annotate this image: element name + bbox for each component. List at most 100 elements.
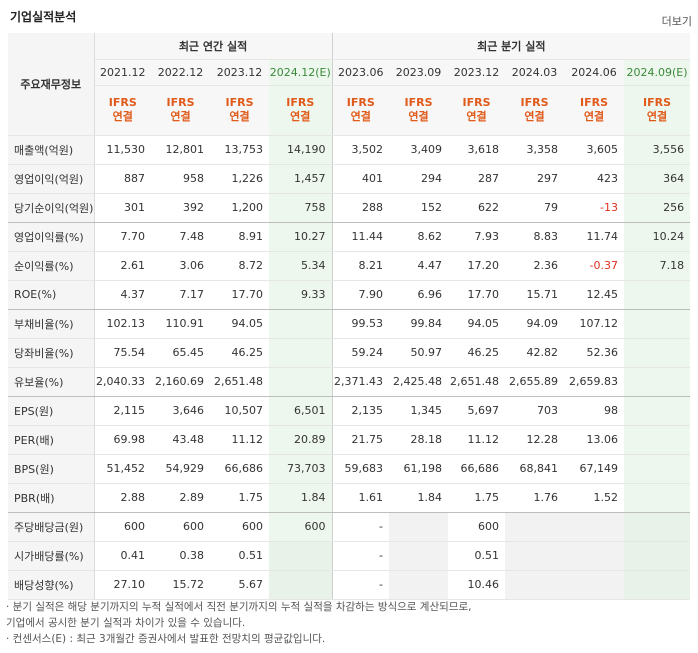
period-header: 2023.12	[210, 59, 269, 86]
table-cell: 6.96	[389, 280, 449, 310]
row-label: 배당성향(%)	[8, 570, 95, 600]
table-cell: 9.33	[269, 280, 333, 310]
table-cell	[389, 541, 449, 571]
table-cell: 297	[505, 164, 565, 194]
table-cell: 27.10	[94, 570, 151, 600]
table-cell: 51,452	[94, 454, 151, 484]
table-cell: 1.84	[269, 483, 333, 513]
section-title: 기업실적분석	[10, 10, 77, 24]
table-cell: 887	[94, 164, 151, 194]
table-cell: 107.12	[564, 309, 625, 339]
table-cell: 7.48	[151, 222, 210, 252]
table-cell	[564, 570, 625, 600]
footnote: 기업에서 공시한 분기 실적과 차이가 있을 수 있습니다.	[6, 617, 246, 629]
table-row: ROE(%) 4.37 7.17 17.70 9.33 7.90 6.96 17.70 15.7…	[8, 280, 691, 310]
table-cell: 2.61	[94, 251, 151, 281]
table-cell: 6,501	[269, 396, 333, 426]
table-cell: 43.48	[151, 425, 210, 455]
ifrs-label: IFRS	[166, 96, 195, 109]
table-cell	[624, 541, 691, 571]
table-cell: 2.88	[94, 483, 151, 513]
table-row: 순이익률(%) 2.61 3.06 8.72 5.34 8.21 4.47 17.20 2.36…	[8, 251, 691, 281]
table-cell: -	[332, 512, 390, 542]
ifrs-header: IFRS 연결	[505, 85, 565, 136]
consolidated-label: 연결	[350, 110, 371, 123]
table-cell: 11.12	[210, 425, 269, 455]
table-cell: 600	[210, 512, 269, 542]
ifrs-label: IFRS	[404, 96, 433, 109]
table-cell: 10,507	[210, 396, 269, 426]
table-cell: 8.62	[389, 222, 449, 252]
row-label: 영업이익(억원)	[8, 164, 95, 194]
table-cell: 2,115	[94, 396, 151, 426]
table-cell: 2.89	[151, 483, 210, 513]
table-cell: 0.41	[94, 541, 151, 571]
table-cell: 401	[332, 164, 390, 194]
table-cell: -0.37	[564, 251, 625, 281]
table-cell: 11.12	[448, 425, 506, 455]
row-label: 유보율(%)	[8, 367, 95, 397]
table-cell: 958	[151, 164, 210, 194]
table-cell: 3,358	[505, 135, 565, 165]
table-cell: 2,135	[332, 396, 390, 426]
table-cell: 61,198	[389, 454, 449, 484]
table-cell: 68,841	[505, 454, 565, 484]
row-label: EPS(원)	[8, 396, 95, 426]
table-cell: 10.24	[624, 222, 691, 252]
table-cell: 294	[389, 164, 449, 194]
group-quarter: 최근 분기 실적	[332, 33, 691, 60]
table-cell: 5.34	[269, 251, 333, 281]
table-cell: 758	[269, 193, 333, 223]
table-cell: 3.06	[151, 251, 210, 281]
period-header: 2022.12	[151, 59, 210, 86]
table-cell: 67,149	[564, 454, 625, 484]
table-cell: 1.84	[389, 483, 449, 513]
ifrs-header: IFRS 연결	[269, 85, 333, 136]
row-label: 당기순이익(억원)	[8, 193, 95, 223]
table-cell: 301	[94, 193, 151, 223]
table-cell: 13.06	[564, 425, 625, 455]
table-cell: 15.72	[151, 570, 210, 600]
table-cell: 75.54	[94, 338, 151, 368]
table-cell: 10.27	[269, 222, 333, 252]
table-cell	[624, 483, 691, 513]
table-cell: 8.72	[210, 251, 269, 281]
table-cell: -	[332, 541, 390, 571]
table-cell	[269, 367, 333, 397]
ifrs-header: IFRS 연결	[94, 85, 151, 136]
ifrs-header: IFRS 연결	[448, 85, 506, 136]
table-cell: 17.20	[448, 251, 506, 281]
consolidated-label: 연결	[408, 110, 429, 123]
footnote: · 분기 실적은 해당 분기까지의 누적 실적에서 직전 분기까지의 누적 실적…	[6, 601, 472, 613]
table-row: 배당성향(%) 27.10 15.72 5.67 - 10.46	[8, 570, 691, 600]
table-cell: 2,425.48	[389, 367, 449, 397]
table-cell: 2,655.89	[505, 367, 565, 397]
footnotes: · 분기 실적은 해당 분기까지의 누적 실적에서 직전 분기까지의 누적 실적…	[6, 599, 471, 647]
table-cell: 1.75	[448, 483, 506, 513]
table-cell: 7.93	[448, 222, 506, 252]
row-label: 부채비율(%)	[8, 309, 95, 339]
table-cell: 28.18	[389, 425, 449, 455]
table-cell: 287	[448, 164, 506, 194]
table-cell: 288	[332, 193, 390, 223]
table-cell: 600	[448, 512, 506, 542]
table-cell	[624, 454, 691, 484]
table-row: PER(배) 69.98 43.48 11.12 20.89 21.75 28.18 11.1…	[8, 425, 691, 455]
table-cell: 65.45	[151, 338, 210, 368]
table-row: 영업이익(억원) 887 958 1,226 1,457 401 294 287 297 423 3…	[8, 164, 691, 194]
table-cell	[624, 309, 691, 339]
consolidated-label: 연결	[583, 110, 605, 123]
corner-label: 주요재무정보	[8, 33, 95, 136]
table-cell: 1,200	[210, 193, 269, 223]
table-cell	[564, 541, 625, 571]
row-label: 당좌비율(%)	[8, 338, 95, 368]
table-row: 매출액(억원) 11,530 12,801 13,753 14,190 3,502 3,40…	[8, 135, 691, 165]
table-cell	[269, 541, 333, 571]
more-link[interactable]: 더보기	[661, 15, 692, 28]
table-cell: 59.24	[332, 338, 390, 368]
table-cell: 54,929	[151, 454, 210, 484]
table-cell: 1,226	[210, 164, 269, 194]
table-cell: 8.83	[505, 222, 565, 252]
ifrs-header: IFRS 연결	[624, 85, 691, 136]
table-cell: 622	[448, 193, 506, 223]
